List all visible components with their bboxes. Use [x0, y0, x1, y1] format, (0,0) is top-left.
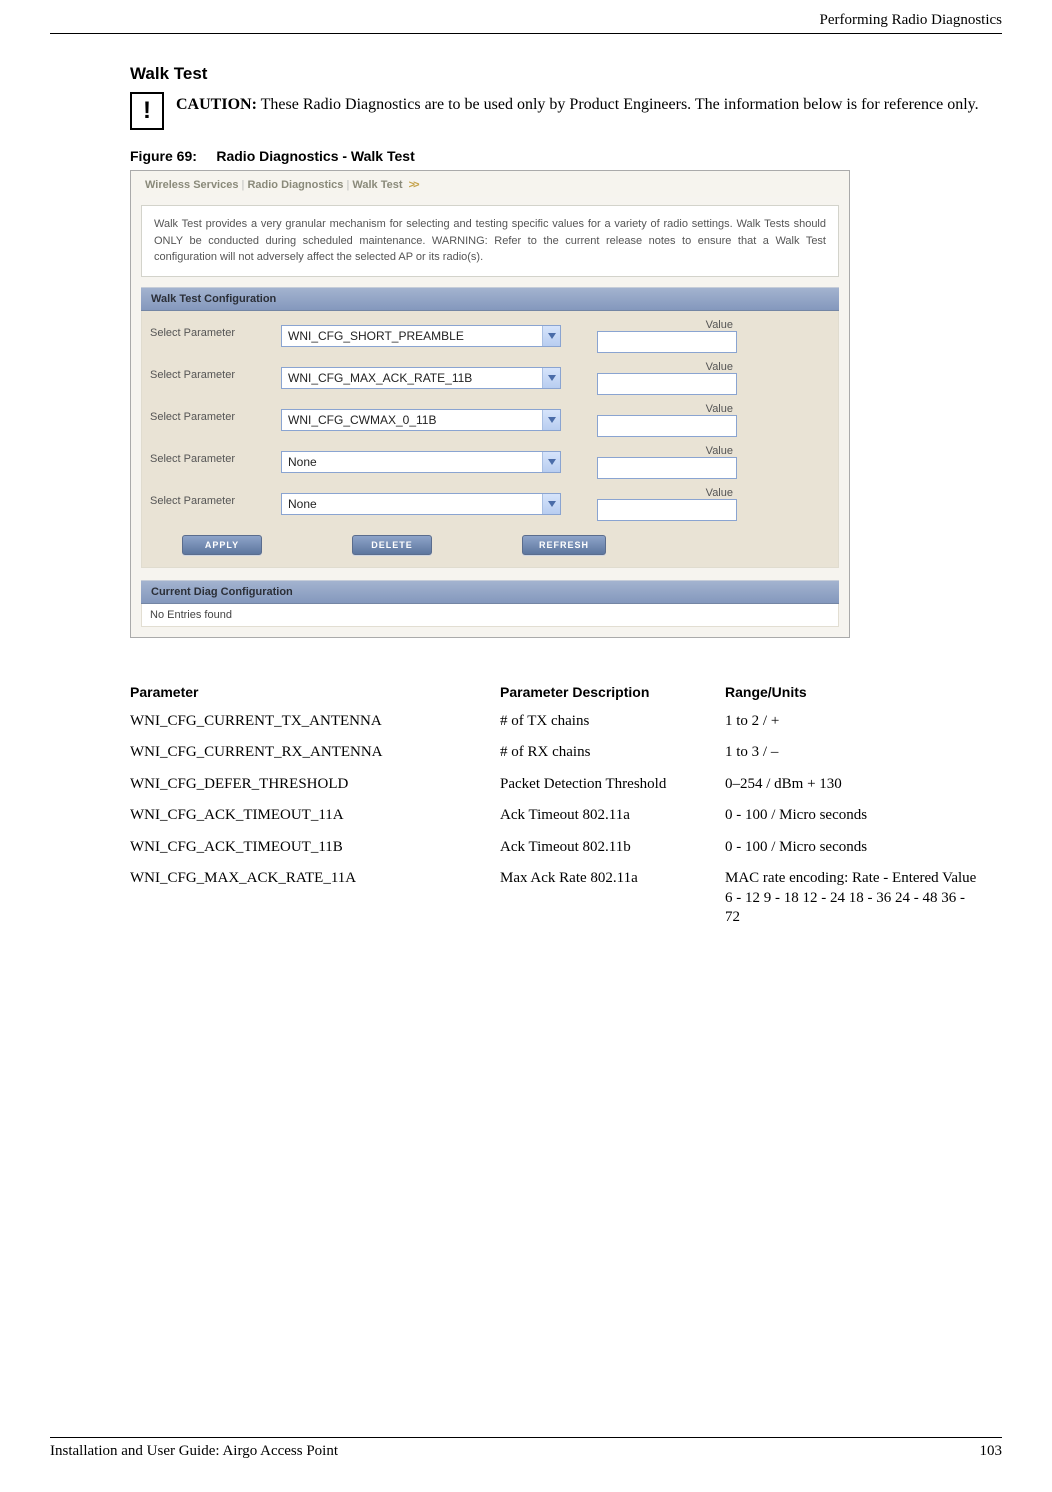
cell-desc: # of RX chains: [500, 743, 725, 763]
button-row: APPLY DELETE REFRESH: [142, 525, 838, 563]
chevron-icon: >>: [409, 179, 418, 191]
table-row: WNI_CFG_ACK_TIMEOUT_11A Ack Timeout 802.…: [130, 800, 982, 832]
table-row: WNI_CFG_MAX_ACK_RATE_11A Max Ack Rate 80…: [130, 863, 982, 934]
select-parameter-label: Select Parameter: [150, 487, 275, 507]
parameter-select[interactable]: None: [281, 451, 561, 473]
config-panel-body: Select Parameter WNI_CFG_SHORT_PREAMBLE …: [141, 311, 839, 568]
cell-param: WNI_CFG_ACK_TIMEOUT_11A: [130, 806, 500, 826]
config-row: Select Parameter WNI_CFG_CWMAX_0_11B Val…: [142, 399, 838, 441]
cell-range: 0 - 100 / Micro seconds: [725, 806, 982, 826]
select-parameter-label: Select Parameter: [150, 361, 275, 381]
delete-button[interactable]: DELETE: [352, 535, 432, 555]
diag-empty-text: No Entries found: [150, 609, 232, 621]
chevron-down-icon[interactable]: [542, 452, 560, 472]
select-value: None: [282, 452, 542, 472]
diag-panel-header: Current Diag Configuration: [141, 580, 839, 604]
chevron-down-icon[interactable]: [542, 368, 560, 388]
value-input[interactable]: [597, 457, 737, 479]
cell-range: 1 to 2 / +: [725, 712, 982, 732]
select-parameter-label: Select Parameter: [150, 445, 275, 465]
crumb-2: Radio Diagnostics: [247, 179, 343, 191]
cell-param: WNI_CFG_CURRENT_TX_ANTENNA: [130, 712, 500, 732]
figure-number: Figure 69:: [130, 148, 197, 164]
cell-desc: Max Ack Rate 802.11a: [500, 869, 725, 889]
select-parameter-label: Select Parameter: [150, 319, 275, 339]
header-title: Performing Radio Diagnostics: [820, 12, 1002, 28]
config-row: Select Parameter WNI_CFG_MAX_ACK_RATE_11…: [142, 357, 838, 399]
select-value: WNI_CFG_SHORT_PREAMBLE: [282, 326, 542, 346]
chevron-down-icon[interactable]: [542, 326, 560, 346]
table-header-row: Parameter Parameter Description Range/Un…: [130, 678, 982, 706]
cell-desc: Ack Timeout 802.11b: [500, 838, 725, 858]
cell-range: MAC rate encoding: Rate - Entered Value …: [725, 869, 982, 928]
footer-left: Installation and User Guide: Airgo Acces…: [50, 1443, 338, 1460]
value-label: Value: [597, 445, 737, 457]
crumb-sep: |: [242, 179, 245, 191]
figure-title: Radio Diagnostics - Walk Test: [216, 148, 414, 164]
caution-block: ! CAUTION: These Radio Diagnostics are t…: [130, 92, 982, 130]
col-header-range: Range/Units: [725, 684, 982, 700]
table-row: WNI_CFG_CURRENT_RX_ANTENNA # of RX chain…: [130, 737, 982, 769]
parameter-select[interactable]: WNI_CFG_MAX_ACK_RATE_11B: [281, 367, 561, 389]
page-header: Performing Radio Diagnostics: [50, 10, 1002, 34]
page-footer: Installation and User Guide: Airgo Acces…: [50, 1437, 1002, 1460]
cell-range: 0–254 / dBm + 130: [725, 775, 982, 795]
cell-desc: Ack Timeout 802.11a: [500, 806, 725, 826]
cell-range: 1 to 3 / –: [725, 743, 982, 763]
select-value: WNI_CFG_CWMAX_0_11B: [282, 410, 542, 430]
parameter-select[interactable]: WNI_CFG_CWMAX_0_11B: [281, 409, 561, 431]
parameter-select[interactable]: WNI_CFG_SHORT_PREAMBLE: [281, 325, 561, 347]
crumb-3: Walk Test: [352, 179, 402, 191]
caution-icon: !: [130, 92, 164, 130]
parameter-table: Parameter Parameter Description Range/Un…: [130, 678, 982, 934]
cell-param: WNI_CFG_DEFER_THRESHOLD: [130, 775, 500, 795]
description-box: Walk Test provides a very granular mecha…: [141, 205, 839, 277]
value-label: Value: [597, 319, 737, 331]
value-input[interactable]: [597, 415, 737, 437]
section-title: Walk Test: [130, 64, 982, 84]
table-row: WNI_CFG_ACK_TIMEOUT_11B Ack Timeout 802.…: [130, 832, 982, 864]
cell-param: WNI_CFG_CURRENT_RX_ANTENNA: [130, 743, 500, 763]
crumb-sep: |: [346, 179, 349, 191]
chevron-down-icon[interactable]: [542, 494, 560, 514]
select-parameter-label: Select Parameter: [150, 403, 275, 423]
cell-param: WNI_CFG_MAX_ACK_RATE_11A: [130, 869, 500, 889]
caution-body: These Radio Diagnostics are to be used o…: [261, 96, 979, 113]
chevron-down-icon[interactable]: [542, 410, 560, 430]
config-row: Select Parameter None Value: [142, 441, 838, 483]
config-row: Select Parameter None Value: [142, 483, 838, 525]
parameter-select[interactable]: None: [281, 493, 561, 515]
diag-panel-body: No Entries found: [141, 604, 839, 627]
select-value: WNI_CFG_MAX_ACK_RATE_11B: [282, 368, 542, 388]
value-input[interactable]: [597, 331, 737, 353]
breadcrumb: Wireless Services | Radio Diagnostics | …: [131, 171, 849, 197]
value-label: Value: [597, 487, 737, 499]
screenshot-frame: Wireless Services | Radio Diagnostics | …: [130, 170, 850, 638]
value-input[interactable]: [597, 373, 737, 395]
col-header-description: Parameter Description: [500, 684, 725, 700]
cell-desc: Packet Detection Threshold: [500, 775, 725, 795]
table-row: WNI_CFG_CURRENT_TX_ANTENNA # of TX chain…: [130, 706, 982, 738]
col-header-parameter: Parameter: [130, 684, 500, 700]
cell-range: 0 - 100 / Micro seconds: [725, 838, 982, 858]
table-row: WNI_CFG_DEFER_THRESHOLD Packet Detection…: [130, 769, 982, 801]
apply-button[interactable]: APPLY: [182, 535, 262, 555]
cell-desc: # of TX chains: [500, 712, 725, 732]
footer-page-number: 103: [980, 1443, 1003, 1460]
cell-param: WNI_CFG_ACK_TIMEOUT_11B: [130, 838, 500, 858]
caution-label: CAUTION:: [176, 96, 257, 113]
value-label: Value: [597, 361, 737, 373]
select-value: None: [282, 494, 542, 514]
config-panel-header: Walk Test Configuration: [141, 287, 839, 311]
crumb-1: Wireless Services: [145, 179, 238, 191]
value-input[interactable]: [597, 499, 737, 521]
config-row: Select Parameter WNI_CFG_SHORT_PREAMBLE …: [142, 315, 838, 357]
value-label: Value: [597, 403, 737, 415]
figure-caption: Figure 69: Radio Diagnostics - Walk Test: [130, 148, 982, 164]
refresh-button[interactable]: REFRESH: [522, 535, 606, 555]
caution-text: CAUTION: These Radio Diagnostics are to …: [176, 92, 979, 116]
